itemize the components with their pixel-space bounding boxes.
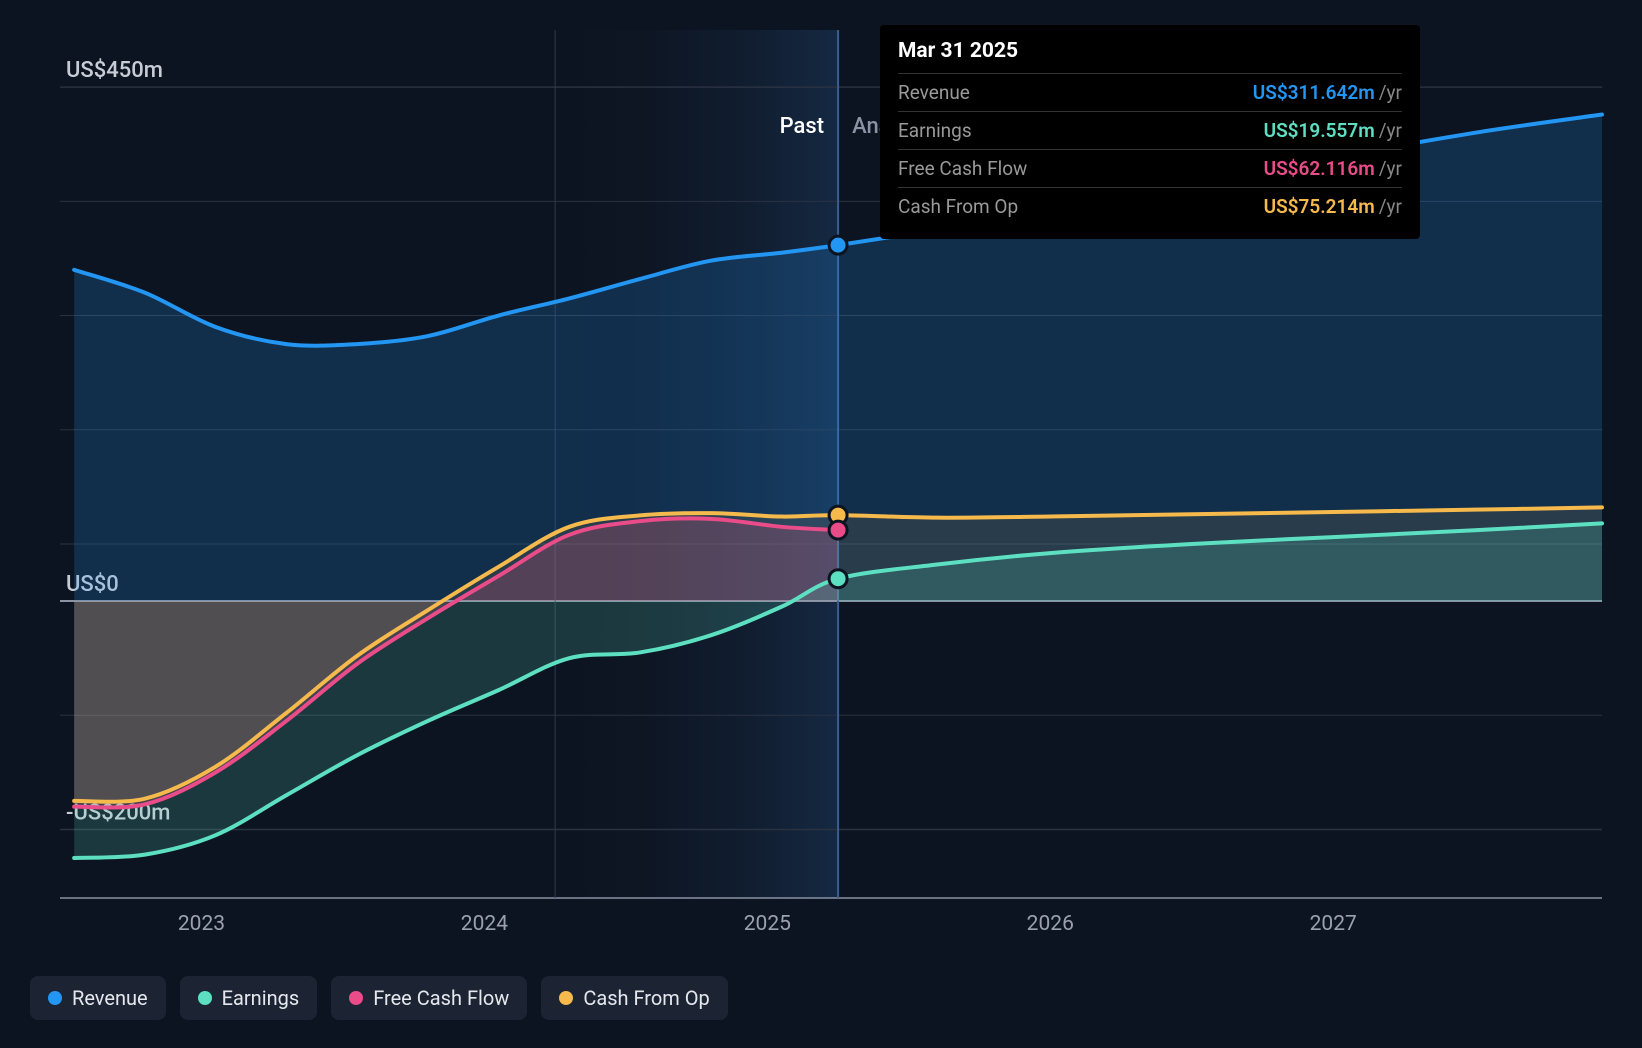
tooltip-row-unit: /yr: [1379, 157, 1402, 180]
hover-tooltip: Mar 31 2025 RevenueUS$311.642m/yrEarning…: [880, 25, 1420, 239]
legend-item-label: Free Cash Flow: [373, 986, 509, 1010]
tooltip-row: Revenue US$311.642m/yr: [898, 73, 1402, 111]
cursor-dot-earnings: [829, 570, 847, 588]
tooltip-row: Earnings US$19.557m/yr: [898, 111, 1402, 149]
legend-dot-icon: [349, 991, 363, 1005]
tooltip-row-value: US$62.116m: [1264, 157, 1375, 180]
legend-dot-icon: [198, 991, 212, 1005]
tooltip-row: Free Cash Flow US$62.116m/yr: [898, 149, 1402, 187]
cursor-dot-revenue: [829, 236, 847, 254]
legend-item-label: Cash From Op: [583, 986, 709, 1010]
tooltip-row: Cash From Op US$75.214m/yr: [898, 187, 1402, 225]
tooltip-row-label: Cash From Op: [898, 195, 1018, 218]
legend-item-cash-from-op[interactable]: Cash From Op: [541, 976, 727, 1020]
y-axis-label: US$450m: [66, 58, 163, 83]
x-axis-label: 2026: [1027, 912, 1074, 936]
tooltip-date: Mar 31 2025: [898, 39, 1402, 63]
tooltip-row-label: Free Cash Flow: [898, 157, 1027, 180]
tooltip-row-unit: /yr: [1379, 81, 1402, 104]
x-axis-label: 2027: [1310, 912, 1357, 936]
legend-dot-icon: [559, 991, 573, 1005]
x-axis-label: 2024: [461, 912, 508, 936]
legend-dot-icon: [48, 991, 62, 1005]
tooltip-row-label: Earnings: [898, 119, 972, 142]
x-axis-label: 2025: [744, 912, 791, 936]
phase-label-past: Past: [780, 114, 824, 139]
x-axis-label: 2023: [178, 912, 225, 936]
chart-legend: Revenue Earnings Free Cash Flow Cash From O…: [30, 976, 728, 1020]
legend-item-earnings[interactable]: Earnings: [180, 976, 318, 1020]
tooltip-row-unit: /yr: [1379, 195, 1402, 218]
legend-item-label: Revenue: [72, 986, 148, 1010]
tooltip-row-value: US$75.214m: [1264, 195, 1375, 218]
tooltip-row-value: US$19.557m: [1264, 119, 1375, 142]
legend-item-free-cash-flow[interactable]: Free Cash Flow: [331, 976, 527, 1020]
tooltip-row-label: Revenue: [898, 81, 970, 104]
tooltip-row-value: US$311.642m: [1253, 81, 1375, 104]
legend-item-label: Earnings: [222, 986, 300, 1010]
cursor-dot-fcf: [829, 521, 847, 539]
legend-item-revenue[interactable]: Revenue: [30, 976, 166, 1020]
tooltip-row-unit: /yr: [1379, 119, 1402, 142]
